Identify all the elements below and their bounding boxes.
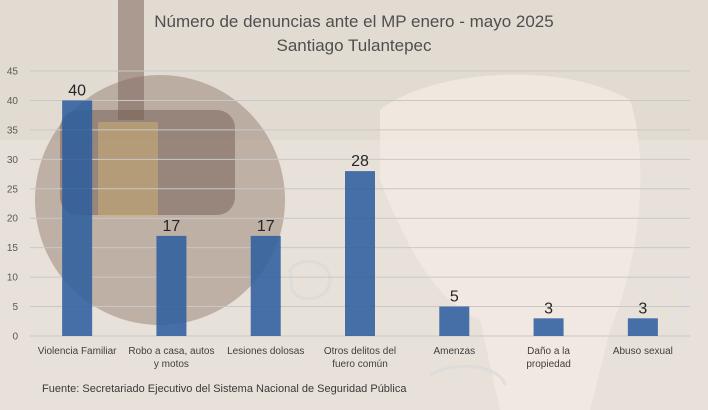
x-category-label: Daño a la — [527, 346, 570, 357]
bar — [533, 318, 564, 336]
y-tick-label: 35 — [7, 125, 19, 136]
bar — [439, 306, 470, 336]
bar — [345, 171, 375, 336]
x-category-label: Abuso sexual — [613, 346, 673, 357]
y-tick-label: 30 — [7, 155, 19, 166]
x-category-label: fuero común — [332, 359, 388, 370]
chart-subtitle: Santiago Tulantepec — [276, 36, 432, 55]
handcuff-icon — [288, 259, 332, 301]
y-tick-label: 40 — [7, 96, 19, 107]
y-tick-label: 5 — [12, 302, 18, 313]
x-category-label: Lesiones dolosas — [227, 346, 304, 357]
data-label: 17 — [257, 218, 275, 235]
bar — [62, 100, 93, 336]
y-tick-label: 0 — [12, 332, 18, 343]
bar — [156, 235, 187, 336]
bar — [250, 235, 281, 336]
data-label: 3 — [544, 300, 553, 317]
x-category-label: Robo a casa, autos — [128, 346, 214, 357]
data-label: 17 — [163, 218, 181, 235]
bar — [627, 318, 658, 336]
data-label: 3 — [638, 300, 647, 317]
x-category-label: y motos — [154, 359, 189, 370]
x-category-label: Otros delitos del — [324, 346, 396, 357]
data-label: 5 — [450, 289, 459, 306]
data-label: 28 — [351, 153, 369, 170]
y-tick-label: 45 — [7, 67, 19, 78]
source-note: Fuente: Secretariado Ejecutivo del Siste… — [42, 383, 407, 395]
y-tick-label: 15 — [7, 243, 19, 254]
x-category-label: Violencia Familiar — [38, 346, 117, 357]
chart-title: Número de denuncias ante el MP enero - m… — [154, 12, 554, 31]
hands-icon — [380, 74, 641, 410]
x-category-label: propiedad — [526, 359, 570, 370]
y-tick-label: 20 — [7, 214, 19, 225]
x-category-label: Amenzas — [433, 346, 475, 357]
y-tick-label: 25 — [7, 184, 19, 195]
y-tick-label: 10 — [7, 273, 19, 284]
data-label: 40 — [68, 82, 86, 99]
